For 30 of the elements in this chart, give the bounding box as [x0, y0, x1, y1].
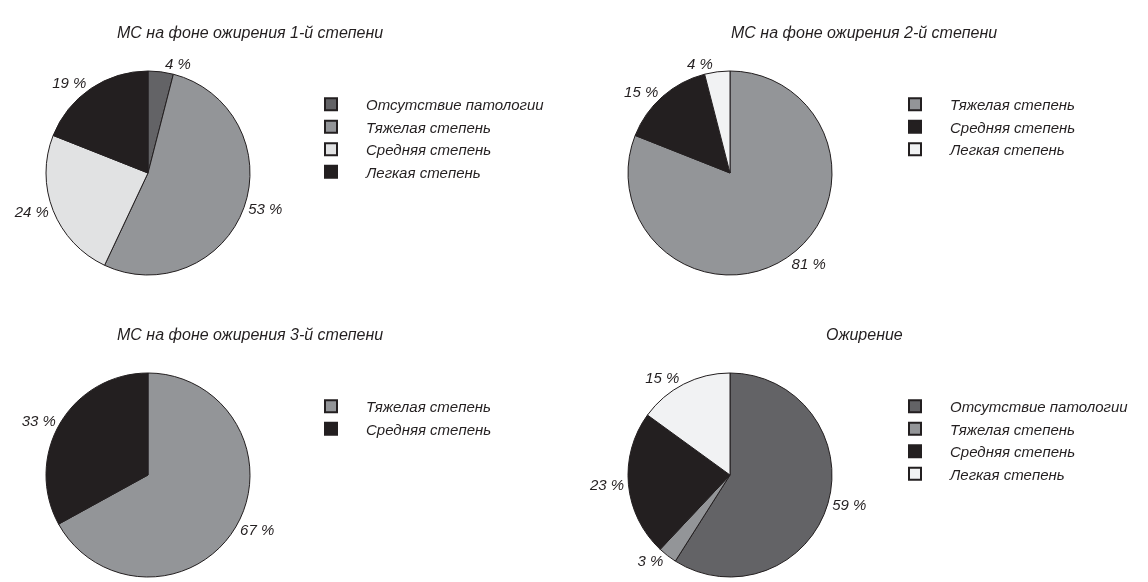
data-label: 15 % — [624, 83, 659, 101]
data-label: 67 % — [240, 520, 275, 538]
data-label: 4 % — [687, 54, 713, 72]
chart-title: МС на фоне ожирения 3-й степени — [117, 326, 384, 343]
legend-label: Тяжелая степень — [950, 96, 1076, 114]
data-label: 4 % — [165, 54, 191, 72]
data-label: 19 % — [52, 74, 87, 92]
data-label: 59 % — [832, 495, 867, 513]
legend-label: Легкая степень — [365, 163, 481, 181]
legend-label: Легкая степень — [949, 465, 1065, 483]
legend-label: Тяжелая степень — [950, 420, 1076, 438]
data-label: 15 % — [645, 368, 680, 386]
legend-label: Средняя степень — [950, 118, 1076, 136]
data-label: 33 % — [21, 412, 56, 430]
legend-label: Отсутствие патологии — [366, 96, 545, 114]
data-label: 81 % — [791, 254, 826, 272]
chart-title: МС на фоне ожирения 2-й степени — [731, 24, 998, 41]
legend-label: Тяжелая степень — [366, 398, 492, 416]
legend-label: Отсутствие патологии — [950, 398, 1129, 416]
chart-title: МС на фоне ожирения 1-й степени — [117, 24, 384, 41]
data-label: 3 % — [637, 552, 664, 570]
legend-label: Тяжелая степень — [366, 118, 492, 136]
legend-label: Средняя степень — [950, 443, 1076, 461]
data-label: 23 % — [589, 476, 625, 494]
data-label: 53 % — [248, 200, 283, 218]
legend-label: Средняя степень — [366, 420, 492, 438]
legend-label: Средняя степень — [366, 141, 492, 159]
chart-title: Ожирение — [826, 326, 903, 343]
data-label: 24 % — [13, 203, 49, 221]
legend-label: Легкая степень — [949, 141, 1065, 159]
